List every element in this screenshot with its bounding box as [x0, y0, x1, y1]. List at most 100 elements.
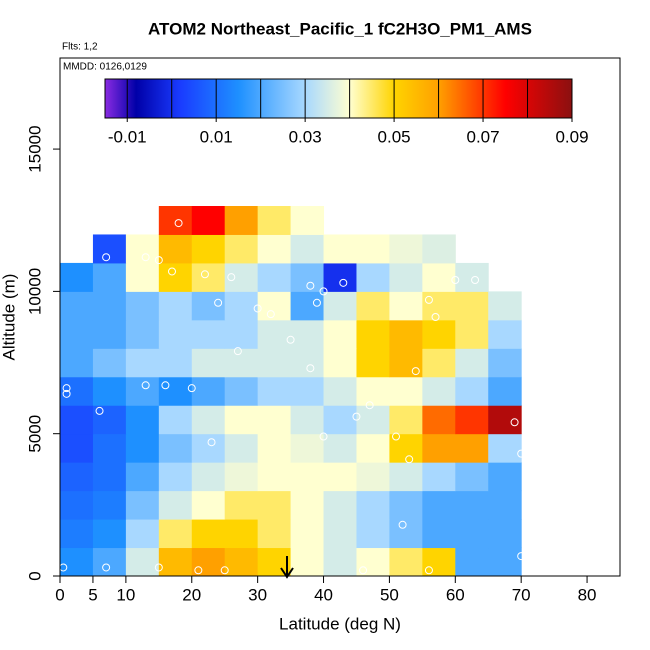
flight-point	[431, 313, 440, 321]
flight-point	[82, 253, 91, 262]
y-tick-label: 5000	[25, 415, 44, 453]
heatmap-cell	[257, 348, 292, 378]
heatmap-cell	[224, 319, 259, 349]
y-axis-label: Altitude (m)	[0, 274, 18, 361]
flight-point	[424, 295, 433, 304]
colorbar-tick-label: 0.05	[378, 127, 411, 146]
flight-point	[95, 406, 104, 415]
x-tick-label: 0	[55, 585, 64, 604]
colorbar-tick-label: 0.09	[555, 127, 588, 146]
heatmap-cell	[455, 348, 489, 378]
heatmap-cell	[125, 405, 160, 435]
heatmap-cell	[488, 376, 522, 406]
heatmap-cell	[224, 433, 259, 463]
heatmap-cell	[257, 405, 292, 435]
heatmap-cell	[290, 490, 325, 520]
heatmap-cell	[191, 348, 226, 378]
heatmap-cell	[356, 348, 390, 378]
heatmap-cell	[158, 234, 193, 264]
heatmap-cell	[488, 433, 522, 463]
heatmap-cell	[257, 376, 292, 406]
heatmap-cell	[92, 519, 127, 549]
flight-point	[405, 455, 414, 464]
heatmap-cell	[191, 405, 226, 435]
heatmap-cell	[191, 490, 226, 520]
x-tick-label: 10	[116, 585, 135, 604]
heatmap-cell	[422, 405, 456, 435]
heatmap-cell	[323, 519, 357, 549]
heatmap-cell	[356, 291, 390, 321]
heatmap-cell	[455, 376, 489, 406]
x-tick-label: 20	[182, 585, 201, 604]
heatmap-cell	[356, 405, 390, 435]
heatmap-cell	[191, 376, 226, 406]
heatmap-cell	[60, 490, 94, 520]
heatmap-cell	[290, 376, 325, 406]
y-tick-label: 15000	[25, 125, 44, 172]
heatmap-cell	[92, 433, 127, 463]
arrow	[280, 556, 294, 579]
colorbar-tick-label: -0.01	[108, 127, 147, 146]
heatmap-cell	[389, 234, 423, 264]
flight-point	[62, 389, 71, 398]
heatmap-cell	[290, 234, 325, 264]
flight-point	[319, 432, 328, 441]
heatmap-cell	[60, 319, 94, 349]
x-tick-label: 80	[578, 585, 597, 604]
heatmap-cell	[257, 234, 292, 264]
heatmap-cell	[158, 319, 193, 349]
heatmap-cell	[488, 291, 522, 321]
heatmap-cell	[389, 319, 423, 349]
heatmap-cell	[389, 376, 423, 406]
flight-point	[365, 401, 374, 410]
heatmap-cell	[191, 462, 226, 492]
heatmap-cell	[290, 433, 325, 463]
heatmap-cell	[356, 462, 390, 492]
heatmap-cell	[224, 234, 259, 264]
heatmap-cell	[158, 291, 193, 321]
flight-point	[266, 310, 275, 319]
heatmap-cell	[422, 262, 456, 292]
heatmap-cell	[455, 547, 489, 577]
flight-point	[227, 273, 236, 282]
heatmap-cell	[60, 462, 94, 492]
heatmap-cell	[422, 319, 456, 349]
heatmap-cell	[290, 348, 325, 378]
heatmap-cell	[356, 234, 390, 264]
heatmap-cell	[323, 405, 357, 435]
heatmap-cell	[290, 319, 325, 349]
heatmap-cell	[422, 348, 456, 378]
heatmap-cell	[224, 291, 259, 321]
heatmap-cell	[389, 348, 423, 378]
flight-point	[398, 520, 407, 529]
heatmap	[60, 206, 522, 577]
heatmap-cell	[125, 348, 160, 378]
heatmap-cell	[92, 490, 127, 520]
heatmap-cell	[455, 519, 489, 549]
flight-point	[359, 566, 368, 575]
heatmap-cell	[92, 462, 127, 492]
flight-point	[154, 256, 163, 265]
heatmap-cell	[455, 262, 489, 292]
x-tick-label: 5	[88, 585, 97, 604]
flight-point	[207, 438, 216, 447]
heatmap-cell	[257, 519, 292, 549]
heatmap-cell	[323, 462, 357, 492]
heatmap-cell	[323, 262, 357, 292]
flight-point	[451, 276, 460, 284]
heatmap-cell	[224, 490, 259, 520]
flight-points	[59, 219, 526, 575]
flight-point	[141, 253, 150, 262]
heatmap-cell	[323, 490, 357, 520]
heatmap-cell	[92, 319, 127, 349]
heatmap-cell	[224, 519, 259, 549]
flight-point	[312, 298, 321, 307]
heatmap-cell	[60, 547, 94, 577]
heatmap-cell	[158, 262, 193, 292]
heatmap-cell	[257, 319, 292, 349]
heatmap-cell	[92, 547, 127, 577]
heatmap-cell	[257, 490, 292, 520]
colorbar: -0.01 0.01 0.03 0.05 0.07 0.09	[104, 78, 589, 146]
heatmap-cell	[224, 547, 259, 577]
heatmap-cell	[125, 262, 160, 292]
